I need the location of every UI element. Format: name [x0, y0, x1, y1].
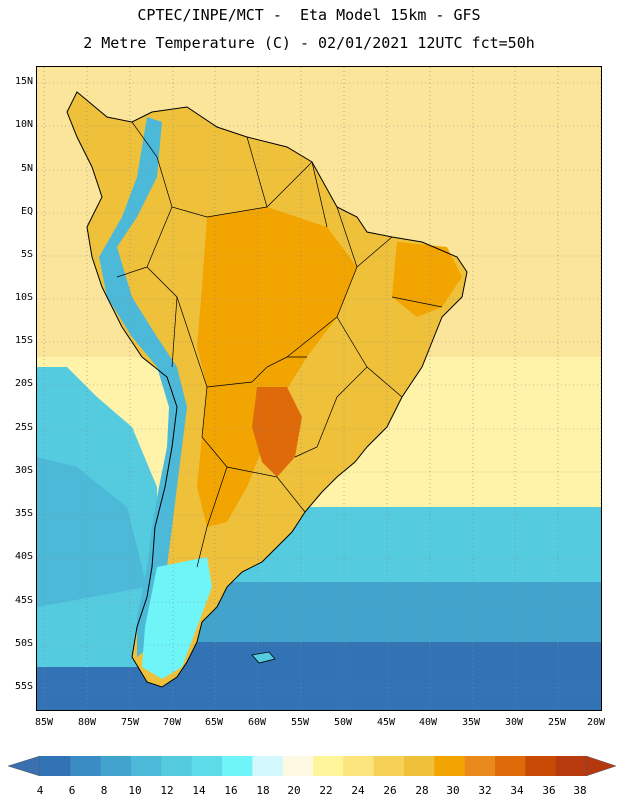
lat-label: 55S: [14, 681, 33, 692]
lat-label: 10N: [14, 119, 33, 130]
lat-label: 45S: [14, 595, 33, 606]
map-panel[interactable]: [36, 66, 602, 711]
country-borders: [116, 121, 443, 568]
lon-label: 70W: [162, 717, 182, 728]
legend-swatch: [161, 756, 193, 776]
pacific-cool-strip-2: [37, 457, 147, 607]
legend-label: 30: [446, 784, 460, 797]
andes-ridge: [99, 117, 187, 657]
legend-label: 36: [542, 784, 556, 797]
legend-swatch: [100, 756, 132, 776]
lat-label: 10S: [14, 292, 33, 303]
lon-label: 75W: [120, 717, 140, 728]
legend-swatch: [252, 756, 284, 776]
lat-label: 30S: [14, 465, 33, 476]
legend-label: 6: [68, 784, 76, 797]
falkland-islands: [251, 651, 276, 664]
lat-label: 15S: [14, 335, 33, 346]
legend-swatch: [282, 756, 314, 776]
legend-swatch: [555, 756, 587, 776]
legend-label: 10: [128, 784, 142, 797]
legend-label: 38: [573, 784, 587, 797]
lat-label: 40S: [14, 551, 33, 562]
legend-label: 12: [160, 784, 174, 797]
color-legend: [7, 755, 617, 777]
legend-label: 18: [256, 784, 270, 797]
legend-arrow-low: [7, 755, 41, 777]
legend-swatches: [40, 756, 587, 776]
lon-label: 35W: [461, 717, 481, 728]
legend-label: 20: [287, 784, 301, 797]
legend-swatch: [40, 756, 71, 776]
legend-swatch: [191, 756, 223, 776]
lat-label: 50S: [14, 638, 33, 649]
legend-label: 4: [36, 784, 44, 797]
hot-northeast: [392, 242, 462, 317]
legend-swatch: [434, 756, 466, 776]
lon-label: 55W: [290, 717, 310, 728]
legend-swatch: [131, 756, 162, 776]
legend-swatch: [313, 756, 344, 776]
temperature-map: [37, 67, 601, 710]
lat-label: 5N: [20, 163, 33, 174]
legend-swatch: [373, 756, 405, 776]
lat-label: EQ: [20, 206, 33, 217]
lon-label: 50W: [333, 717, 353, 728]
legend-label: 16: [224, 784, 238, 797]
legend-swatch: [70, 756, 102, 776]
lon-label: 65W: [204, 717, 224, 728]
lat-label: 5S: [20, 249, 33, 260]
lon-label: 20W: [586, 717, 606, 728]
legend-label: 22: [319, 784, 333, 797]
legend-swatch: [495, 756, 526, 776]
chart-title: CPTEC/INPE/MCT - Eta Model 15km - GFS: [137, 6, 481, 24]
lat-label: 35S: [14, 508, 33, 519]
legend-arrow-high: [585, 755, 617, 777]
legend-label: 32: [478, 784, 492, 797]
lon-label: 30W: [504, 717, 524, 728]
hot-interior: [197, 207, 357, 527]
lat-label: 20S: [14, 378, 33, 389]
lon-label: 45W: [376, 717, 396, 728]
legend-label: 8: [100, 784, 108, 797]
chart-subtitle: 2 Metre Temperature (C) - 02/01/2021 12U…: [83, 34, 535, 52]
legend-label: 34: [510, 784, 524, 797]
lon-label: 40W: [418, 717, 438, 728]
lat-label: 25S: [14, 422, 33, 433]
legend-swatch: [222, 756, 253, 776]
lon-label: 85W: [34, 717, 54, 728]
lon-label: 25W: [547, 717, 567, 728]
patagonia-cool: [142, 557, 212, 679]
legend-label: 28: [415, 784, 429, 797]
lon-label: 80W: [77, 717, 97, 728]
lon-label: 60W: [247, 717, 267, 728]
hottest-core: [252, 387, 302, 477]
legend-swatch: [404, 756, 435, 776]
legend-label: 26: [383, 784, 397, 797]
lat-label: 15N: [14, 76, 33, 87]
coastline: [66, 91, 468, 688]
legend-swatch: [464, 756, 496, 776]
legend-swatch: [343, 756, 375, 776]
legend-label: 24: [351, 784, 365, 797]
legend-swatch: [525, 756, 557, 776]
legend-label: 14: [192, 784, 206, 797]
